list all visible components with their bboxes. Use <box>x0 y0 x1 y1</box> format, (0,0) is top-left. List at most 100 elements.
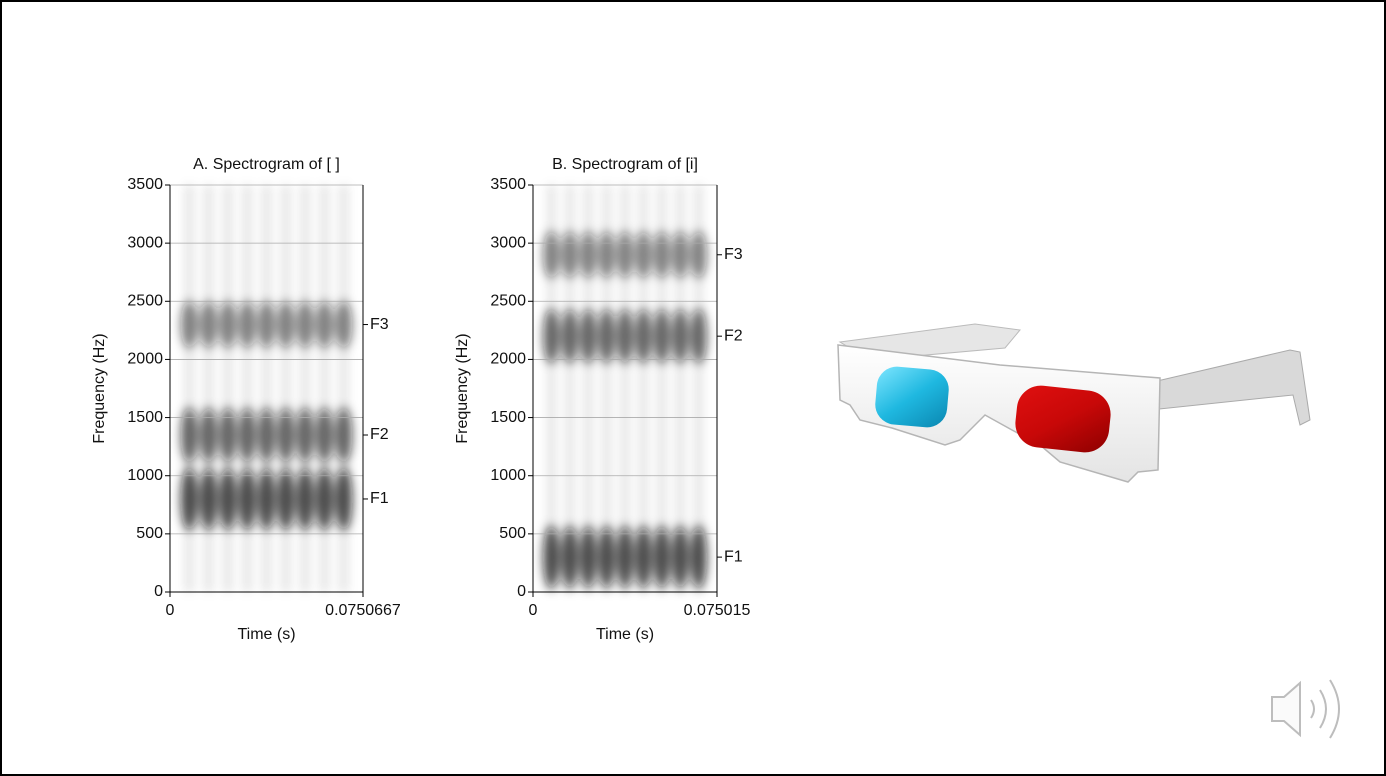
striation <box>243 185 252 592</box>
formant-energy <box>653 308 671 365</box>
formant-energy <box>690 230 707 279</box>
formant-energy <box>671 525 689 590</box>
formant-energy <box>561 230 579 279</box>
formant-energy <box>635 525 652 590</box>
striation <box>658 185 666 592</box>
formant-energy <box>296 300 314 349</box>
y-tick-label: 2500 <box>490 293 526 310</box>
striation <box>185 185 194 592</box>
formant-energy <box>219 466 237 531</box>
formant-energy <box>579 525 597 590</box>
formant-energy <box>296 407 314 464</box>
formant-energy <box>180 407 198 464</box>
formant-energy <box>598 525 615 590</box>
formant-energy <box>598 230 615 279</box>
formant-label: F3 <box>370 316 389 333</box>
striation <box>320 185 329 592</box>
formant-energy <box>180 300 198 349</box>
striation <box>602 185 611 592</box>
striation <box>204 185 213 592</box>
formant-energy <box>277 300 295 349</box>
formant-energy <box>315 466 334 531</box>
y-tick-label: 3000 <box>127 234 163 251</box>
formant-label: F1 <box>724 548 743 565</box>
striation <box>621 185 629 592</box>
formant-energy <box>653 525 671 590</box>
striation <box>547 185 556 592</box>
x-tick-label: 0 <box>166 602 175 619</box>
formant-energy <box>257 407 276 464</box>
formant-energy <box>635 230 652 279</box>
striation <box>262 185 271 592</box>
y-axis-label: Frequency (Hz) <box>454 333 471 443</box>
y-tick-label: 1500 <box>127 409 163 426</box>
striation <box>566 185 574 592</box>
y-tick-label: 3000 <box>490 234 526 251</box>
formant-energy <box>199 466 218 531</box>
striation <box>339 185 348 592</box>
y-tick-label: 500 <box>499 525 526 542</box>
y-tick-label: 0 <box>154 583 163 600</box>
formant-energy <box>598 308 615 365</box>
formant-energy <box>690 308 707 365</box>
spectrogram-image <box>180 185 353 592</box>
formant-label: F2 <box>724 327 743 344</box>
formant-energy <box>315 300 334 349</box>
x-tick-label: 0.0750667 <box>325 602 401 619</box>
y-tick-label: 2000 <box>490 351 526 368</box>
x-axis-label: Time (s) <box>596 626 654 643</box>
formant-energy <box>543 525 560 590</box>
striation <box>224 185 232 592</box>
formant-energy <box>296 466 314 531</box>
y-tick-label: 2000 <box>127 351 163 368</box>
formant-energy <box>561 308 579 365</box>
formant-energy <box>219 407 237 464</box>
formant-energy <box>219 300 237 349</box>
striation <box>281 185 290 592</box>
striation <box>301 185 309 592</box>
y-tick-label: 3500 <box>490 176 526 193</box>
formant-energy <box>257 466 276 531</box>
chart-title: A. Spectrogram of [ ] <box>193 156 340 173</box>
y-tick-label: 1000 <box>490 467 526 484</box>
formant-energy <box>671 230 689 279</box>
chart-title: B. Spectrogram of [i] <box>552 156 698 173</box>
y-tick-label: 3500 <box>127 176 163 193</box>
speaker-icon[interactable] <box>1271 679 1340 739</box>
y-tick-label: 2500 <box>127 293 163 310</box>
formant-energy <box>277 407 295 464</box>
formant-energy <box>579 308 597 365</box>
striation <box>676 185 684 592</box>
spectrogram-image <box>543 185 707 592</box>
formant-energy <box>238 300 256 349</box>
formant-energy <box>335 300 353 349</box>
x-tick-label: 0.075015 <box>684 602 751 619</box>
formant-energy <box>543 230 560 279</box>
formant-energy <box>543 308 560 365</box>
formant-energy <box>335 407 353 464</box>
formant-energy <box>199 300 218 349</box>
formant-energy <box>277 466 295 531</box>
formant-energy <box>315 407 334 464</box>
formant-energy <box>199 407 218 464</box>
striation <box>584 185 592 592</box>
y-tick-label: 1500 <box>490 409 526 426</box>
charts: 0 500 1000 1500 2000 2500 3000 3500 0 0.0750667 F1… <box>91 156 750 643</box>
y-tick-label: 0 <box>517 583 526 600</box>
formant-energy <box>616 230 634 279</box>
x-axis-label: Time (s) <box>237 626 295 643</box>
formant-label: F3 <box>724 246 743 263</box>
formant-energy <box>653 230 671 279</box>
formant-energy <box>616 525 634 590</box>
formant-energy <box>690 525 707 590</box>
formant-energy <box>238 466 256 531</box>
formant-energy <box>561 525 579 590</box>
y-axis-label: Frequency (Hz) <box>91 333 108 443</box>
formant-energy <box>635 308 652 365</box>
formant-energy <box>671 308 689 365</box>
formant-energy <box>335 466 353 531</box>
formant-energy <box>238 407 256 464</box>
